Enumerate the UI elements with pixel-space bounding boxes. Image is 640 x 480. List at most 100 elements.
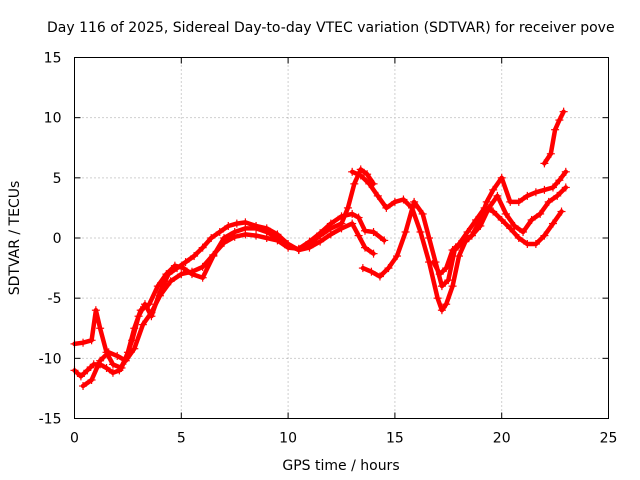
data-point: [514, 234, 523, 242]
data-point: [87, 375, 96, 384]
data-point: [232, 219, 241, 228]
data-point: [198, 243, 207, 252]
data-point: [145, 300, 154, 309]
data-point: [179, 264, 188, 273]
data-point: [506, 197, 515, 206]
data-point: [555, 176, 564, 185]
data-point: [367, 267, 376, 276]
y-tick-label: 15: [44, 51, 62, 67]
data-point: [489, 185, 498, 194]
track-1-line: [72, 167, 376, 379]
data-point: [252, 231, 261, 240]
data-point: [380, 236, 389, 245]
data-point: [510, 221, 519, 230]
data-point: [519, 227, 528, 236]
data-point: [531, 240, 540, 249]
data-point: [104, 348, 113, 357]
data-point: [108, 368, 117, 377]
y-tick-label: -10: [39, 351, 62, 367]
data-point: [369, 227, 378, 236]
data-point: [442, 264, 451, 273]
data-point: [230, 232, 239, 241]
data-point: [476, 221, 485, 230]
data-point: [454, 252, 463, 261]
data-point: [220, 238, 229, 247]
data-point: [551, 125, 560, 134]
chart-title: Day 116 of 2025, Sidereal Day-to-day VTE…: [47, 20, 615, 36]
data-point: [553, 191, 562, 200]
data-point: [435, 270, 444, 279]
data-point: [326, 230, 335, 239]
data-point: [350, 179, 359, 188]
track-7-line: [542, 109, 566, 166]
y-tick-label: 5: [53, 171, 62, 187]
data-point: [354, 231, 363, 240]
data-point: [555, 116, 564, 125]
data-point: [418, 209, 427, 218]
data-point: [162, 270, 171, 279]
x-tick-label: 5: [177, 431, 186, 447]
data-point: [170, 261, 179, 270]
x-tick-label: 10: [279, 431, 297, 447]
data-point: [454, 240, 463, 249]
data-point: [356, 171, 365, 180]
data-point: [348, 219, 357, 228]
data-point: [305, 237, 314, 246]
data-point: [117, 363, 126, 372]
data-point: [416, 227, 425, 236]
data-point: [209, 250, 218, 259]
data-point: [540, 185, 549, 194]
data-point: [390, 197, 399, 206]
data-point: [493, 191, 502, 200]
data-point: [198, 273, 207, 282]
data-point: [79, 338, 88, 347]
data-point: [113, 351, 122, 360]
data-point: [433, 294, 442, 303]
data-point: [482, 197, 491, 206]
data-point: [467, 231, 476, 240]
data-point: [540, 159, 549, 168]
data-point: [215, 227, 224, 236]
data-point: [557, 207, 566, 216]
data-point: [448, 246, 457, 255]
data-point: [523, 240, 532, 249]
data-point: [514, 197, 523, 206]
data-point: [360, 243, 369, 252]
data-point: [559, 107, 568, 116]
y-tick-label: 10: [44, 111, 62, 127]
data-point: [224, 221, 233, 230]
data-point: [354, 213, 363, 222]
data-point: [448, 282, 457, 291]
data-point: [463, 227, 472, 236]
axis-ticks: 0 5 10 15 20 25 -15 -10 -5 0 5 10 15: [39, 51, 618, 447]
data-point: [384, 264, 393, 273]
data-point: [527, 215, 536, 224]
data-point: [363, 170, 372, 179]
data-point: [548, 183, 557, 192]
x-tick-label: 0: [70, 431, 79, 447]
data-point: [382, 203, 391, 212]
data-point: [273, 236, 282, 245]
data-point: [425, 234, 434, 242]
y-tick-label: -5: [48, 291, 62, 307]
data-point: [316, 229, 325, 238]
data-point: [399, 195, 408, 204]
x-tick-label: 20: [493, 431, 511, 447]
data-point: [91, 306, 100, 315]
data-point: [102, 363, 111, 372]
data-point: [358, 264, 367, 273]
data-point: [181, 258, 190, 267]
data-point: [153, 282, 162, 291]
data-point: [130, 344, 139, 353]
data-point: [121, 356, 130, 365]
data-point: [190, 252, 199, 261]
data-point: [360, 226, 369, 235]
data-point: [444, 276, 453, 285]
data-point: [348, 167, 357, 176]
data-point: [561, 167, 570, 176]
x-tick-label: 15: [386, 431, 404, 447]
data-point: [410, 197, 419, 206]
data-point: [316, 237, 325, 246]
data-point: [96, 356, 105, 365]
